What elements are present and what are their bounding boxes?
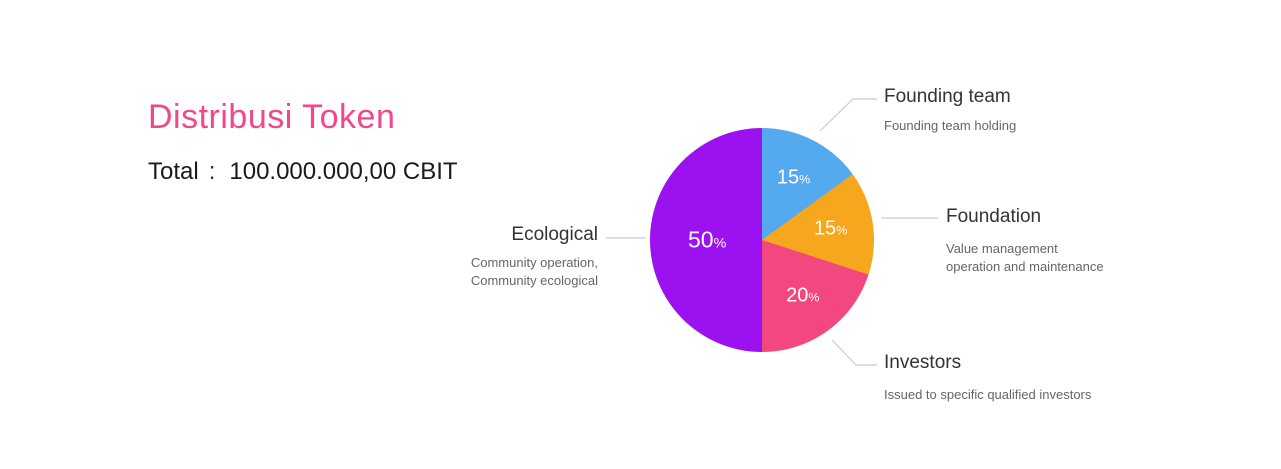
callout-ecological: Ecological Community operation, Communit… bbox=[348, 224, 598, 289]
slice-label-investors: Investors bbox=[884, 352, 962, 373]
total-value: 100.000.000,00 CBIT bbox=[229, 158, 458, 185]
total-separator: : bbox=[208, 158, 216, 185]
slice-label-foundation: Foundation bbox=[946, 206, 1042, 227]
callout-foundation: Foundation Value management operation an… bbox=[946, 206, 1104, 275]
slice-label-ecological: Ecological bbox=[511, 224, 598, 245]
page-title: Distribusi Token bbox=[148, 98, 396, 136]
slice-desc-founding-team: Founding team holding bbox=[884, 118, 1017, 133]
slice-percent-label: 15% bbox=[813, 217, 848, 240]
leader-line-investors bbox=[831, 339, 877, 366]
total-supply-line: Total:100.000.000,00 CBIT bbox=[148, 158, 458, 186]
callout-founding-team: Founding team Founding team holding bbox=[884, 86, 1016, 134]
slice-percent-label: 50% bbox=[687, 226, 727, 253]
callout-investors: Investors Issued to specific qualified i… bbox=[884, 352, 1091, 403]
slice-desc-investors: Issued to specific qualified investors bbox=[884, 387, 1092, 402]
pie-chart: 15% 15% 20% 50% bbox=[650, 128, 874, 352]
slice-desc-ecological-line1: Community operation, bbox=[470, 255, 598, 270]
slice-desc-ecological-line2: Community ecological bbox=[470, 273, 598, 288]
slice-percent-label: 15% bbox=[776, 166, 811, 189]
slice-desc-foundation-line1: Value management bbox=[946, 241, 1058, 256]
leader-line-founding-team bbox=[819, 98, 877, 132]
slice-desc-foundation-line2: operation and maintenance bbox=[946, 259, 1104, 274]
total-label: Total bbox=[148, 158, 199, 185]
slice-label-founding-team: Founding team bbox=[884, 86, 1011, 107]
slice-percent-label: 20% bbox=[786, 284, 820, 307]
